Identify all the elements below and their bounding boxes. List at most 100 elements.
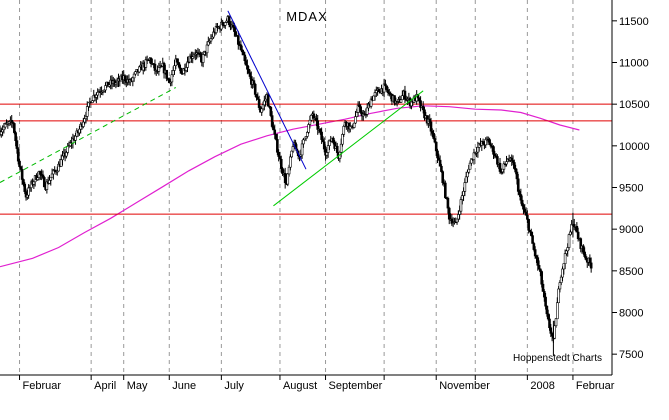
candle-body	[273, 129, 277, 135]
candle-body	[440, 165, 443, 172]
candle-body	[428, 118, 432, 123]
candle-body	[95, 94, 98, 98]
candle-body	[266, 94, 270, 107]
candle-body	[556, 302, 559, 320]
chart-title: MDAX	[286, 9, 328, 24]
candle-body	[401, 95, 404, 101]
candle-body	[290, 150, 293, 158]
candle-body	[567, 234, 571, 248]
candle-body	[263, 100, 266, 106]
candle-body	[545, 305, 549, 315]
candle-body	[236, 35, 240, 45]
y-tick-label: 8000	[619, 308, 643, 320]
candle-body	[283, 173, 287, 184]
candle-body	[514, 168, 517, 173]
candle-body	[496, 156, 499, 165]
candle-body	[281, 168, 284, 174]
candle-body	[78, 128, 81, 134]
candle-body	[529, 231, 533, 236]
candle-body	[157, 67, 161, 72]
candle-body	[561, 268, 564, 278]
candle-body	[470, 158, 473, 164]
candle-body	[315, 117, 318, 121]
candle-body	[550, 333, 554, 337]
candle-body	[332, 137, 335, 143]
candle-body	[463, 182, 467, 192]
candle-body	[84, 116, 88, 119]
candle-body	[66, 145, 70, 153]
candle-body	[546, 313, 550, 320]
candle-body	[269, 106, 273, 116]
candle-body	[433, 138, 437, 143]
candle-body	[48, 179, 51, 184]
candle-body	[537, 265, 541, 270]
candle-body	[246, 64, 249, 70]
candle-body	[13, 123, 16, 133]
downtrend-line	[227, 10, 307, 170]
candle-body	[132, 73, 136, 79]
candle-body	[498, 162, 502, 172]
candle-body	[272, 126, 275, 131]
candle-body	[326, 145, 330, 153]
candle-body	[276, 139, 279, 153]
candle-body	[239, 44, 243, 51]
candle-body	[177, 61, 180, 66]
candle-body	[61, 155, 64, 161]
candle-body	[233, 26, 236, 32]
candle-body	[45, 181, 49, 190]
candle-body	[432, 132, 435, 139]
candle-body	[279, 158, 283, 169]
candle-body	[562, 263, 566, 270]
candle-body	[554, 318, 558, 327]
candle-body	[319, 128, 322, 133]
candle-body	[1, 129, 4, 133]
candle-body	[342, 126, 346, 135]
candle-body	[520, 199, 524, 206]
candle-body	[83, 118, 86, 123]
candle-body	[2, 126, 6, 131]
y-tick-label: 7500	[619, 349, 643, 361]
candle-body	[201, 54, 205, 63]
candle-body	[335, 145, 339, 153]
candle-body	[444, 182, 447, 198]
candle-body	[300, 143, 304, 156]
candle-body	[96, 91, 99, 96]
candle-body	[316, 120, 320, 130]
candle-body	[227, 16, 231, 25]
candle-body	[3, 123, 7, 128]
candle-body	[291, 146, 295, 152]
support-resistance-layer	[0, 103, 612, 215]
candle-body	[436, 150, 439, 159]
candle-body	[312, 113, 316, 119]
candle-body	[287, 166, 291, 175]
candle-body	[82, 121, 85, 127]
candle-body	[321, 139, 325, 143]
candle-body	[464, 176, 468, 183]
candle-body	[539, 268, 542, 272]
candle-body	[566, 247, 570, 252]
candle-body	[438, 159, 442, 167]
candle-body	[173, 65, 176, 71]
candle-body	[467, 168, 471, 173]
candle-body	[277, 151, 280, 157]
y-axis-ticks: 7500 8000 8500 9000 9500 10000 10500 11000 11500	[612, 16, 650, 361]
candle-body	[511, 160, 515, 163]
candle-body	[476, 147, 480, 153]
candle-body	[221, 21, 224, 26]
candle-body	[589, 262, 593, 269]
x-axis-ticks: Februar April May June July August September No…	[19, 375, 615, 392]
candle-body	[544, 296, 547, 307]
candle-body	[579, 238, 583, 249]
candle-body	[322, 141, 326, 150]
candle-body	[526, 214, 529, 220]
candle-body	[569, 231, 572, 235]
candle-body	[421, 105, 425, 111]
candle-body	[18, 160, 21, 167]
candle-body	[466, 171, 469, 178]
candle-body	[541, 283, 545, 292]
candle-body	[457, 214, 460, 220]
candle-body	[455, 218, 459, 223]
candle-body	[85, 106, 89, 117]
candle-body	[242, 51, 245, 56]
